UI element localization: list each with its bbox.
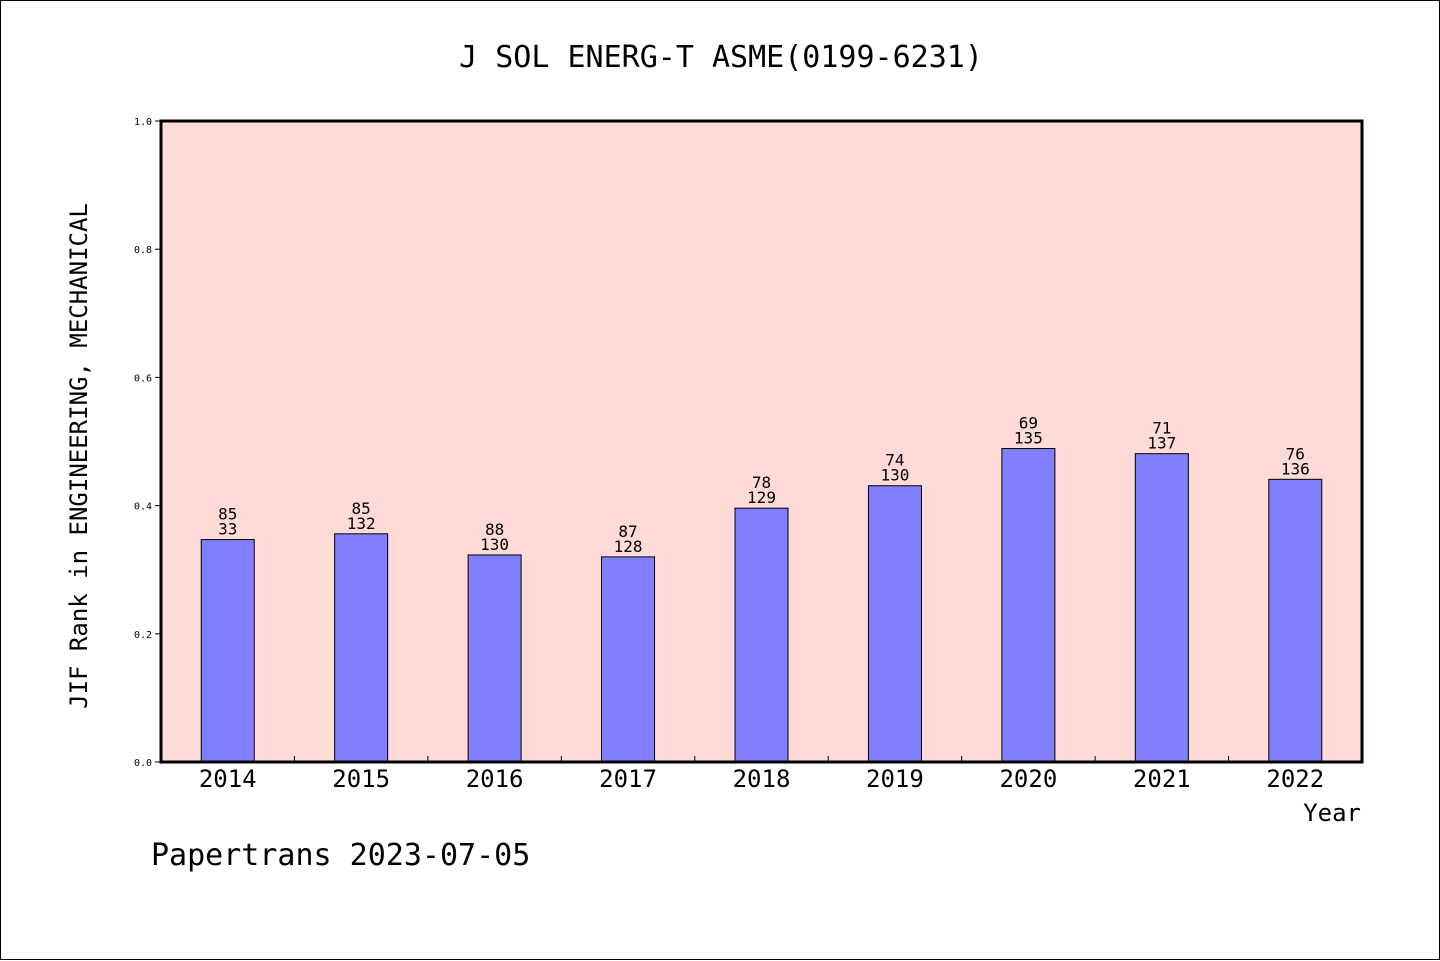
data-label-total-2016: 130 bbox=[480, 535, 509, 554]
y-tick-label-0.6: 0.6 bbox=[134, 373, 152, 384]
x-tick-label-2017: 2017 bbox=[599, 765, 657, 793]
data-label-rank-2015: 85 bbox=[352, 499, 371, 518]
bar-2015 bbox=[334, 533, 389, 763]
y-axis: 0.0 0.2 0.4 0.6 0.8 1.0 bbox=[134, 117, 161, 769]
x-tick-label-2014: 2014 bbox=[199, 765, 257, 793]
data-label-total-2018: 129 bbox=[747, 488, 776, 507]
data-label-total-2022: 136 bbox=[1281, 459, 1310, 478]
data-label-rank-2016: 88 bbox=[485, 520, 504, 539]
data-label-total-2019: 130 bbox=[880, 466, 909, 485]
bar-2021 bbox=[1134, 453, 1189, 763]
x-tick-label-2022: 2022 bbox=[1266, 765, 1324, 793]
x-axis-label: Year bbox=[1303, 799, 1361, 827]
bar-2014 bbox=[200, 539, 255, 763]
data-label-rank-2021: 71 bbox=[1152, 419, 1171, 438]
data-label-total-2017: 128 bbox=[614, 537, 643, 556]
x-tick-label-2015: 2015 bbox=[332, 765, 390, 793]
data-label-total-2020: 135 bbox=[1014, 429, 1043, 448]
data-label-rank-2014: 85 bbox=[218, 505, 237, 524]
y-tick-label-1.0: 1.0 bbox=[134, 117, 152, 128]
bar-2020 bbox=[1001, 448, 1056, 763]
bar-2016 bbox=[467, 554, 522, 763]
x-axis: 2014 2015 2016 2017 2018 2019 2020 2021 2022 bbox=[199, 756, 1324, 793]
bar-group bbox=[200, 448, 1323, 763]
plot-border bbox=[159, 119, 1364, 764]
data-label-rank-2018: 78 bbox=[752, 473, 771, 492]
y-axis-label: JIF Rank in ENGINEERING, MECHANICAL bbox=[65, 203, 93, 709]
bar-2017 bbox=[601, 556, 656, 763]
x-tick-label-2020: 2020 bbox=[999, 765, 1057, 793]
data-label-total-2014: 33 bbox=[218, 520, 237, 539]
y-tick-label-0.2: 0.2 bbox=[134, 630, 152, 641]
x-tick-label-2021: 2021 bbox=[1133, 765, 1191, 793]
y-tick-label-0.4: 0.4 bbox=[134, 502, 152, 513]
data-label-rank-2017: 87 bbox=[618, 522, 637, 541]
chart-title: J SOL ENERG-T ASME(0199-6231) bbox=[459, 40, 983, 75]
x-tick-label-2019: 2019 bbox=[866, 765, 924, 793]
footer-text: Papertrans 2023-07-05 bbox=[151, 838, 530, 873]
data-label-total-2021: 137 bbox=[1147, 434, 1176, 453]
data-label-total-2015: 132 bbox=[347, 514, 376, 533]
y-tick-label-0.0: 0.0 bbox=[134, 758, 152, 769]
data-label-rank-2019: 74 bbox=[885, 451, 904, 470]
x-tick-label-2018: 2018 bbox=[733, 765, 791, 793]
bar-2022 bbox=[1268, 478, 1323, 763]
bar-2019 bbox=[867, 485, 922, 763]
y-tick-label-0.8: 0.8 bbox=[134, 245, 152, 256]
x-tick-label-2016: 2016 bbox=[466, 765, 524, 793]
data-label-rank-2022: 76 bbox=[1286, 444, 1305, 463]
data-label-rank-2020: 69 bbox=[1019, 414, 1038, 433]
bar-2018 bbox=[734, 507, 789, 763]
